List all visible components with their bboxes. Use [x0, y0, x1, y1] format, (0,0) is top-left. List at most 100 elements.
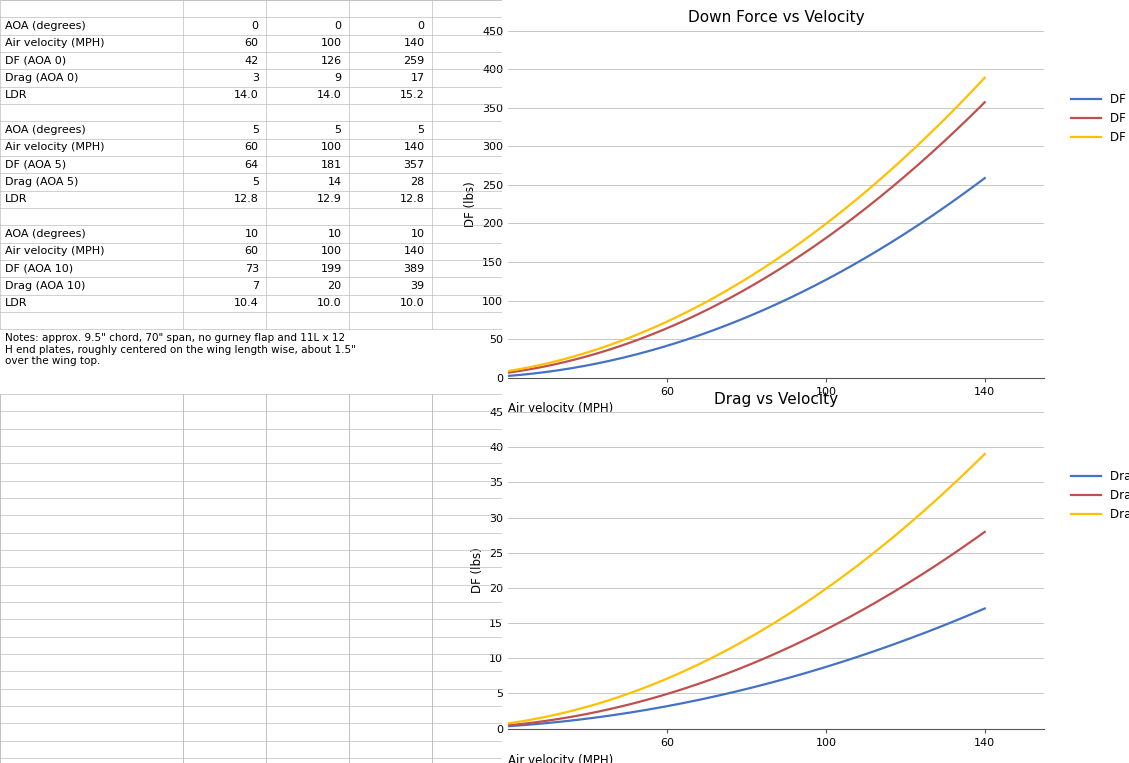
Text: 140: 140 — [403, 246, 425, 256]
Drag (AOA 5) — [502, 720, 516, 729]
Text: 5: 5 — [418, 125, 425, 135]
Drag (AOA 5) — [784, 642, 797, 652]
Text: 12.9: 12.9 — [317, 195, 342, 204]
DF (AOA 10) — [502, 366, 516, 375]
Text: 389: 389 — [403, 264, 425, 274]
Text: 126: 126 — [321, 56, 342, 66]
Text: Air velocity (MPH): Air velocity (MPH) — [5, 143, 105, 153]
Text: Drag (AOA 10): Drag (AOA 10) — [5, 281, 86, 291]
Text: 100: 100 — [321, 143, 342, 153]
DF (AOA 0) — [903, 226, 917, 235]
Text: 60: 60 — [245, 38, 259, 48]
Text: 140: 140 — [403, 143, 425, 153]
Text: DF (AOA 5): DF (AOA 5) — [5, 159, 67, 169]
Text: 100: 100 — [321, 38, 342, 48]
Text: 3: 3 — [252, 73, 259, 83]
DF (AOA 5) — [502, 368, 516, 377]
Drag (AOA 5) — [903, 578, 917, 587]
Text: 64: 64 — [245, 159, 259, 169]
Text: MPH: MPH — [709, 420, 736, 433]
Drag (AOA 5) — [934, 558, 947, 567]
Text: 10: 10 — [411, 229, 425, 239]
DF (AOA 10) — [501, 366, 515, 375]
Text: 10.0: 10.0 — [317, 298, 342, 308]
Text: 73: 73 — [245, 264, 259, 274]
DF (AOA 0) — [785, 292, 798, 301]
Text: 14.0: 14.0 — [234, 90, 259, 101]
Drag (AOA 5) — [978, 527, 991, 536]
DF (AOA 0) — [502, 372, 516, 381]
Drag (AOA 0) — [903, 634, 917, 643]
Text: 357: 357 — [403, 159, 425, 169]
Text: 17: 17 — [411, 73, 425, 83]
Text: Air velocity (MPH): Air velocity (MPH) — [508, 754, 613, 763]
DF (AOA 5) — [934, 140, 947, 150]
Text: 10: 10 — [327, 229, 342, 239]
DF (AOA 0) — [793, 288, 806, 298]
Text: 14.0: 14.0 — [317, 90, 342, 101]
Drag (AOA 10) — [784, 608, 797, 617]
Text: 181: 181 — [321, 159, 342, 169]
Text: AOA (degrees): AOA (degrees) — [5, 125, 86, 135]
Text: 10.0: 10.0 — [400, 298, 425, 308]
Line: DF (AOA 10): DF (AOA 10) — [508, 78, 984, 371]
Drag (AOA 5) — [501, 721, 515, 730]
Text: 0: 0 — [334, 21, 342, 31]
Text: 12.8: 12.8 — [400, 195, 425, 204]
Text: 10.4: 10.4 — [234, 298, 259, 308]
Text: 60: 60 — [245, 143, 259, 153]
Line: Drag (AOA 10): Drag (AOA 10) — [508, 454, 984, 723]
Text: 5: 5 — [252, 177, 259, 187]
Text: 0: 0 — [252, 21, 259, 31]
Drag (AOA 0) — [501, 722, 515, 731]
Y-axis label: DF (lbs): DF (lbs) — [471, 548, 483, 593]
DF (AOA 0) — [501, 372, 515, 381]
DF (AOA 0) — [934, 206, 947, 215]
Text: 259: 259 — [403, 56, 425, 66]
Text: 5: 5 — [252, 125, 259, 135]
Text: 0: 0 — [418, 21, 425, 31]
DF (AOA 5) — [793, 252, 806, 261]
Drag (AOA 10) — [903, 519, 917, 528]
Text: AOA (degrees): AOA (degrees) — [5, 229, 86, 239]
DF (AOA 5) — [903, 167, 917, 176]
Line: Drag (AOA 5): Drag (AOA 5) — [508, 532, 984, 726]
Legend: Drag (AOA 0), Drag (AOA 5), Drag (AOA 10): Drag (AOA 0), Drag (AOA 5), Drag (AOA 10… — [1066, 465, 1129, 526]
Text: Notes: approx. 9.5" chord, 70" span, no gurney flap and 11L x 12
H end plates, r: Notes: approx. 9.5" chord, 70" span, no … — [5, 333, 356, 366]
DF (AOA 5) — [978, 98, 991, 107]
Text: 14: 14 — [327, 177, 342, 187]
Text: 39: 39 — [411, 281, 425, 291]
Drag (AOA 10) — [978, 449, 991, 459]
DF (AOA 10) — [934, 119, 947, 128]
Text: AOA (degrees): AOA (degrees) — [5, 21, 86, 31]
DF (AOA 10) — [793, 239, 806, 248]
Legend: DF (AOA 0), DF (AOA 5), DF (AOA 10): DF (AOA 0), DF (AOA 5), DF (AOA 10) — [1066, 89, 1129, 149]
DF (AOA 0) — [784, 293, 797, 302]
Drag (AOA 5) — [785, 642, 798, 651]
Text: 140: 140 — [403, 38, 425, 48]
Text: 9: 9 — [334, 73, 342, 83]
Drag (AOA 0) — [502, 722, 516, 731]
Text: LDR: LDR — [5, 195, 27, 204]
Drag (AOA 0) — [785, 672, 798, 681]
Drag (AOA 0) — [784, 673, 797, 682]
DF (AOA 0) — [978, 173, 991, 182]
Drag (AOA 10) — [934, 492, 947, 501]
Line: DF (AOA 5): DF (AOA 5) — [508, 102, 984, 372]
Text: 12.8: 12.8 — [234, 195, 259, 204]
DF (AOA 10) — [784, 246, 797, 255]
Text: Air velocity (MPH): Air velocity (MPH) — [5, 246, 105, 256]
Text: Air velocity (MPH): Air velocity (MPH) — [5, 38, 105, 48]
DF (AOA 5) — [501, 368, 515, 377]
Drag (AOA 0) — [793, 670, 806, 679]
DF (AOA 10) — [903, 148, 917, 157]
Text: 7: 7 — [252, 281, 259, 291]
Text: LDR: LDR — [5, 298, 27, 308]
Drag (AOA 10) — [785, 607, 798, 617]
DF (AOA 5) — [784, 258, 797, 267]
Text: 20: 20 — [327, 281, 342, 291]
Text: Drag (AOA 0): Drag (AOA 0) — [5, 73, 78, 83]
Text: Air velocity (MPH): Air velocity (MPH) — [508, 402, 613, 415]
Text: 28: 28 — [410, 177, 425, 187]
Line: DF (AOA 0): DF (AOA 0) — [508, 178, 984, 376]
